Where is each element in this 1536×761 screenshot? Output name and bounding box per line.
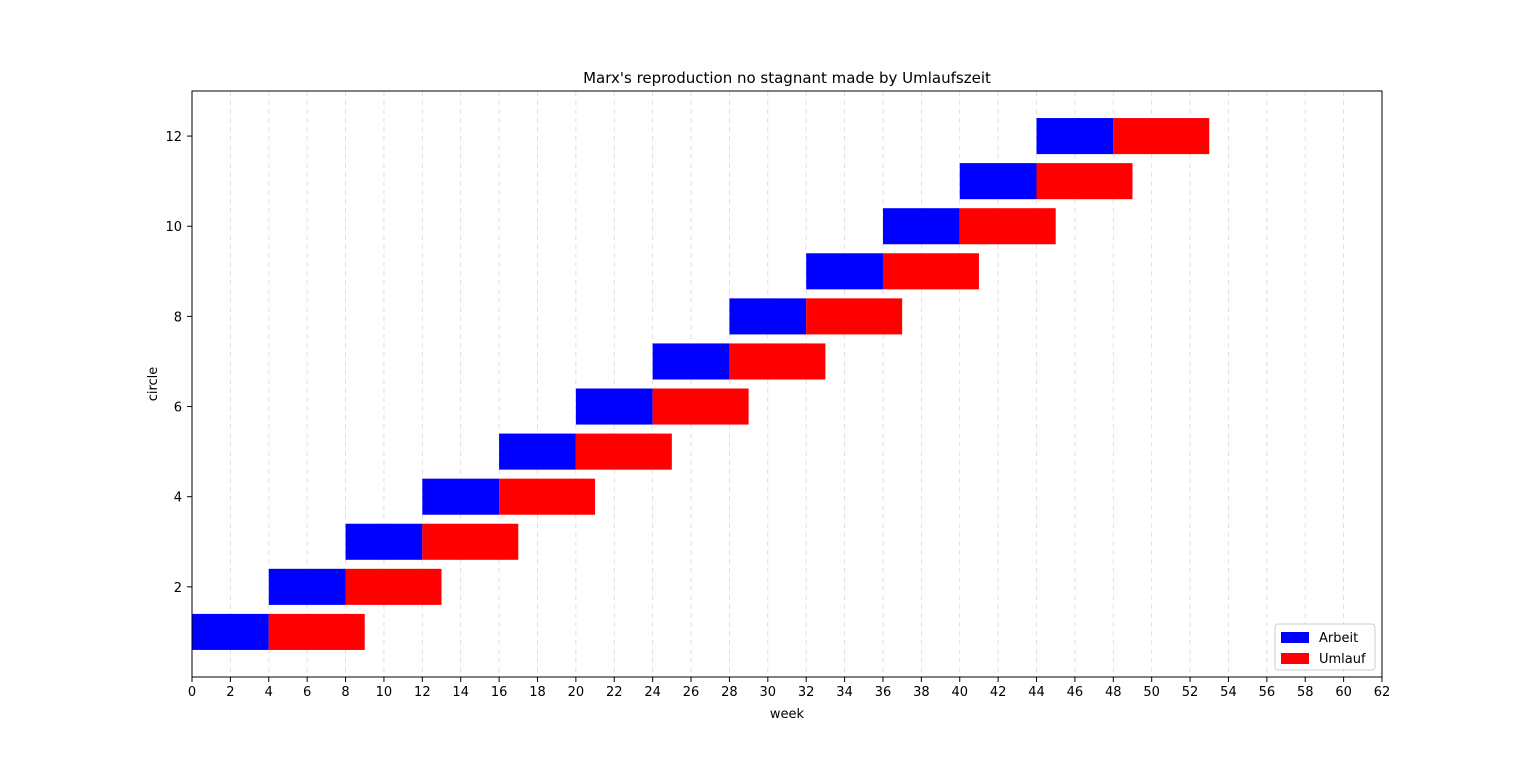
bar-arbeit-2 xyxy=(268,568,346,605)
bars-layer xyxy=(192,118,1210,650)
x-tick-label: 50 xyxy=(1143,685,1160,700)
x-tick-label: 58 xyxy=(1297,685,1314,700)
bar-umlauf-8 xyxy=(806,298,903,335)
x-tick-label: 22 xyxy=(606,685,623,700)
bar-arbeit-3 xyxy=(345,523,423,560)
x-tick-label: 60 xyxy=(1335,685,1352,700)
x-tick-label: 14 xyxy=(452,685,469,700)
y-tick-label: 12 xyxy=(165,130,182,145)
y-tick-label: 6 xyxy=(174,401,182,416)
y-axis: 2 4 6 8 10 12 xyxy=(165,130,192,596)
x-tick-label: 52 xyxy=(1182,685,1199,700)
x-tick-label: 18 xyxy=(529,685,546,700)
bar-arbeit-12 xyxy=(1036,118,1114,155)
x-tick-label: 38 xyxy=(913,685,930,700)
x-axis-label: week xyxy=(770,707,805,722)
plot-frame xyxy=(191,90,1383,678)
x-tick-label: 30 xyxy=(760,685,777,700)
x-tick-label: 32 xyxy=(798,685,815,700)
x-tick-label: 4 xyxy=(265,685,273,700)
bar-arbeit-10 xyxy=(882,208,960,245)
x-tick-label: 48 xyxy=(1105,685,1122,700)
x-tick-label: 16 xyxy=(491,685,508,700)
x-tick-label: 0 xyxy=(188,685,196,700)
x-tick-label: 6 xyxy=(303,685,311,700)
bar-umlauf-11 xyxy=(1036,163,1133,200)
x-tick-label: 42 xyxy=(990,685,1007,700)
bar-arbeit-7 xyxy=(652,343,730,380)
x-tick-label: 40 xyxy=(951,685,968,700)
bar-umlauf-1 xyxy=(268,613,365,650)
bar-umlauf-12 xyxy=(1113,118,1210,155)
bar-arbeit-6 xyxy=(575,388,653,425)
bar-arbeit-5 xyxy=(499,433,576,470)
bar-umlauf-2 xyxy=(345,568,442,605)
bar-umlauf-6 xyxy=(652,388,749,425)
x-tick-label: 34 xyxy=(836,685,853,700)
x-tick-label: 8 xyxy=(341,685,349,700)
y-tick-label: 2 xyxy=(174,581,182,596)
legend: Arbeit Umlauf xyxy=(1274,623,1376,671)
bar-arbeit-11 xyxy=(959,163,1037,200)
bar-arbeit-8 xyxy=(729,298,807,335)
x-tick-label: 44 xyxy=(1028,685,1045,700)
legend-label-arbeit: Arbeit xyxy=(1319,631,1358,646)
x-tick-label: 56 xyxy=(1259,685,1276,700)
x-tick-label: 62 xyxy=(1374,685,1391,700)
x-axis: 0 2 4 6 8 10 12 14 16 18 20 22 24 26 28 30 32 34 36 38 40 42 4… xyxy=(188,677,1390,700)
y-tick-label: 4 xyxy=(174,491,182,506)
x-tick-label: 24 xyxy=(644,685,661,700)
x-tick-label: 26 xyxy=(683,685,700,700)
bar-umlauf-5 xyxy=(575,433,672,470)
x-tick-label: 12 xyxy=(414,685,431,700)
legend-swatch-umlauf xyxy=(1281,653,1309,664)
chart-title: Marx's reproduction no stagnant made by … xyxy=(583,69,991,87)
bar-arbeit-9 xyxy=(806,253,883,290)
x-tick-label: 10 xyxy=(376,685,393,700)
bar-umlauf-4 xyxy=(499,478,596,515)
x-tick-label: 2 xyxy=(226,685,234,700)
x-tick-label: 20 xyxy=(568,685,585,700)
x-tick-label: 46 xyxy=(1067,685,1084,700)
y-tick-label: 10 xyxy=(165,220,182,235)
y-axis-label: circle xyxy=(146,367,161,402)
bar-umlauf-7 xyxy=(729,343,826,380)
bar-umlauf-9 xyxy=(882,253,979,290)
y-tick-label: 8 xyxy=(174,310,182,325)
legend-swatch-arbeit xyxy=(1281,632,1309,643)
x-tick-label: 54 xyxy=(1220,685,1237,700)
bar-arbeit-4 xyxy=(422,478,500,515)
x-tick-label: 28 xyxy=(721,685,738,700)
bar-arbeit-1 xyxy=(192,613,269,650)
x-tick-label: 36 xyxy=(875,685,892,700)
bar-umlauf-3 xyxy=(422,523,519,560)
legend-label-umlauf: Umlauf xyxy=(1319,652,1366,667)
bar-umlauf-10 xyxy=(959,208,1056,245)
